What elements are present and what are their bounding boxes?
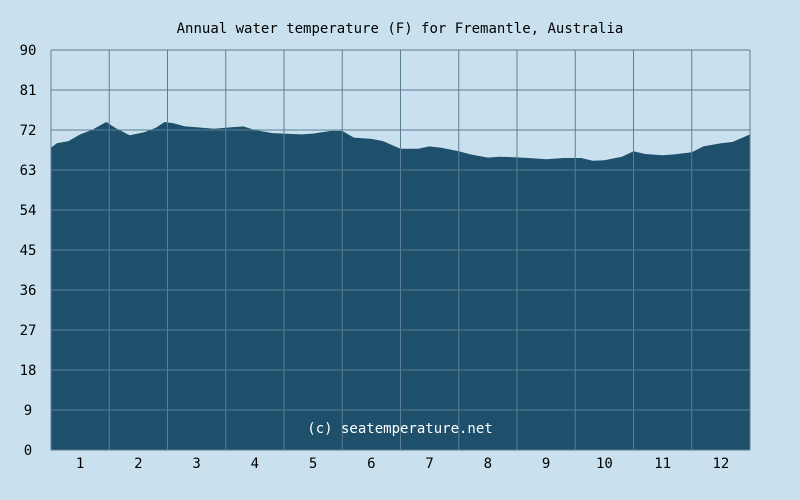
x-tick-label: 5: [309, 456, 317, 472]
y-tick-label: 72: [20, 123, 37, 139]
x-tick-label: 12: [712, 456, 729, 472]
x-tick-label: 1: [76, 456, 84, 472]
x-tick-label: 3: [192, 456, 200, 472]
x-tick-label: 7: [425, 456, 433, 472]
y-tick-label: 54: [20, 203, 37, 219]
y-tick-label: 63: [20, 163, 37, 179]
x-tick-label: 10: [596, 456, 613, 472]
y-tick-label: 0: [24, 443, 32, 459]
y-tick-label: 9: [24, 403, 32, 419]
y-tick-label: 45: [20, 243, 37, 259]
x-axis-tick-labels: 1 2 3 4 5 6 7 8 9 10 11 12: [76, 456, 729, 472]
y-tick-label: 90: [20, 43, 37, 59]
x-tick-label: 6: [367, 456, 375, 472]
watermark: (c) seatemperature.net: [307, 421, 492, 437]
y-tick-label: 36: [20, 283, 37, 299]
chart-title: Annual water temperature (F) for Fremant…: [177, 21, 624, 37]
x-tick-label: 2: [134, 456, 142, 472]
x-tick-label: 4: [251, 456, 259, 472]
y-tick-label: 18: [20, 363, 37, 379]
y-tick-label: 81: [20, 83, 37, 99]
x-tick-label: 11: [654, 456, 671, 472]
x-tick-label: 9: [542, 456, 550, 472]
y-tick-label: 27: [20, 323, 37, 339]
y-axis-tick-labels: 0 9 18 27 36 45 54 63 72 81 90: [20, 43, 37, 459]
x-tick-label: 8: [484, 456, 492, 472]
grid-lines: [50, 49, 751, 451]
